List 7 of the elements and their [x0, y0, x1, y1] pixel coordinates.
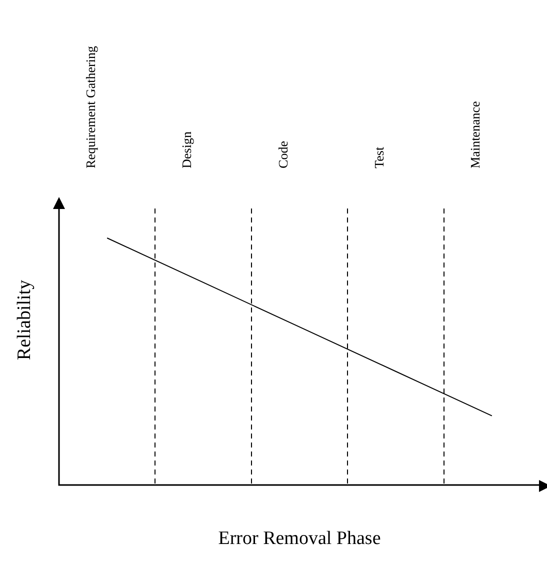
x-tick-label: Code: [275, 140, 290, 168]
x-tick-label: Maintenance: [468, 101, 483, 168]
x-tick-label: Design: [179, 131, 194, 168]
x-tick-label: Test: [372, 146, 387, 168]
x-tick-label: Requirement Gathering: [82, 46, 98, 168]
y-axis-title: Reliability: [14, 280, 36, 360]
x-axis-title: Error Removal Phase: [217, 528, 382, 550]
